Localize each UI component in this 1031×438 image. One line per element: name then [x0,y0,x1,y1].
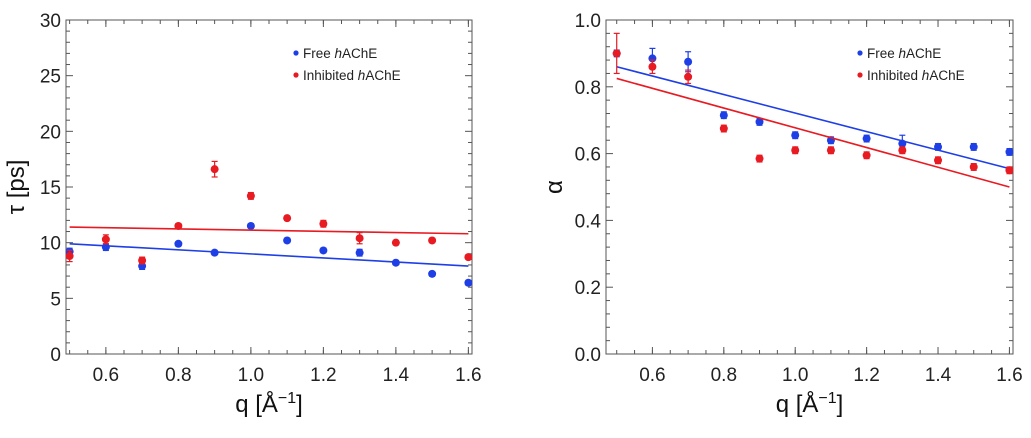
chart-2-legend-label-inhibited: Inhibited hAChE [867,68,965,83]
chart-1-inhibited-point [101,235,110,244]
chart-1-y-tick-label: 30 [40,11,61,32]
chart-2-legend-label-free: Free hAChE [867,46,941,61]
chart-1-y-tick-label: 5 [50,289,61,310]
chart-1-y-tick-label: 15 [40,178,61,199]
chart-1-free-point [283,236,292,245]
chart-2-x-axis-label: q [Å−1] [776,390,844,418]
chart-2-free-point [862,134,871,143]
chart-1-free-point [464,278,473,287]
chart-2-free-point [791,131,800,140]
chart-2-inhibited-point [719,124,728,133]
chart-2-free-fit-line [616,65,1010,170]
chart-2-series-free [612,47,1014,170]
chart-2-series-inhibited [612,32,1014,188]
chart-2-y-tick-label: 0.6 [575,145,601,166]
chart-2-frame [605,19,1014,355]
chart-1-inhibited-point [283,214,292,223]
chart-2-x-tick-label: 1.6 [996,365,1022,386]
chart-1-x-tick-label: 1.4 [383,365,410,386]
chart-1-y-tick-label: 0 [50,345,61,366]
chart-1-x-tick-label: 1.6 [455,365,481,386]
chart-1-legend-marker-inhibited [293,72,299,78]
chart-1-series-inhibited [65,160,473,265]
chart-1-y-tick-label: 10 [40,234,61,255]
chart-1-inhibited-point [138,256,147,265]
chart-1-x-tick-label: 1.2 [310,365,336,386]
chart-1-free-point [428,269,437,278]
chart-2-free-point [684,57,693,66]
chart-2-x-tick-label: 1.4 [925,365,952,386]
chart-1-series-free [65,221,473,287]
chart-2-inhibited-point [612,49,621,58]
chart-1-y-axis-label: τ [ps] [3,160,30,215]
chart-2-inhibited-point [791,146,800,155]
chart-1-inhibited-point [210,165,219,174]
chart-2-y-axis-label: α [541,180,568,194]
chart-2-inhibited-point [684,72,693,81]
chart-2-inhibited-fit-line [616,77,1010,188]
chart-1-inhibited-point [391,238,400,247]
chart-2-legend-marker-free [857,50,863,56]
chart-1-y-tick-label: 25 [40,67,61,88]
chart-1-inhibited-point [428,236,437,245]
chart-2-y-tick-label: 0.0 [575,345,601,366]
chart-2-legend-marker-inhibited [857,72,863,78]
chart-2-inhibited-point [648,62,657,71]
chart-1-x-tick-label: 0.8 [165,365,191,386]
chart-1-legend-marker-free [293,50,299,56]
chart-2-free-point [969,142,978,151]
chart-2-inhibited-point [1005,166,1014,175]
chart-1-free-point [174,239,183,248]
chart-2-x-tick-label: 1.0 [782,365,808,386]
chart-1-inhibited-point [319,219,328,228]
chart-panel-1: 0 5 10 15 20 25 30 0.6 0.8 1.0 1.2 1.4 1.6 τ [ps] q [Å… [3,11,482,418]
chart-1-free-fit-line [69,242,469,267]
chart-2-y-tick-label: 0.8 [575,78,601,99]
chart-2-free-point [934,142,943,151]
chart-2-x-tick-label: 1.2 [853,365,879,386]
chart-2-free-point [1005,147,1014,156]
chart-1-free-point [246,221,255,230]
chart-1-inhibited-point [355,234,364,243]
chart-1-x-tick-label: 0.6 [93,365,119,386]
chart-1-inhibited-fit-line [69,226,469,235]
chart-1-x-tick-label: 1.0 [238,365,264,386]
chart-2-free-point [755,117,764,126]
chart-2-inhibited-point [934,156,943,165]
chart-2-inhibited-point [826,146,835,155]
chart-1-free-point [355,248,364,257]
chart-2-x-tick-label: 0.8 [711,365,737,386]
chart-1-inhibited-point [464,253,473,262]
chart-2-free-point [719,111,728,120]
chart-1-frame [65,19,473,355]
chart-2-inhibited-point [755,154,764,163]
chart-2-free-point [898,139,907,148]
chart-1-inhibited-point [65,252,74,261]
chart-2-x-tick-label: 0.6 [639,365,665,386]
chart-2-y-tick-label: 0.2 [575,278,601,299]
chart-1-inhibited-point [246,191,255,200]
chart-1-free-point [101,243,110,252]
chart-1-legend-label-free: Free hAChE [303,46,377,61]
chart-1-x-axis-label: q [Å−1] [235,390,303,418]
chart-1-free-point [210,248,219,257]
chart-1-y-tick-label: 20 [40,122,61,143]
chart-panel-2: 0.0 0.2 0.4 0.6 0.8 1.0 0.6 0.8 1.0 1.2 1.4 1.6 α q [… [541,11,1023,418]
chart-1-inhibited-point [174,221,183,230]
chart-1-free-point [391,258,400,267]
chart-2-inhibited-point [862,151,871,160]
chart-1-legend-label-inhibited: Inhibited hAChE [303,68,401,83]
chart-2-inhibited-point [898,146,907,155]
chart-2-y-tick-label: 1.0 [575,11,601,32]
chart-2-inhibited-point [969,162,978,171]
chart-1-free-point [319,246,328,255]
chart-2-y-tick-label: 0.4 [575,211,602,232]
